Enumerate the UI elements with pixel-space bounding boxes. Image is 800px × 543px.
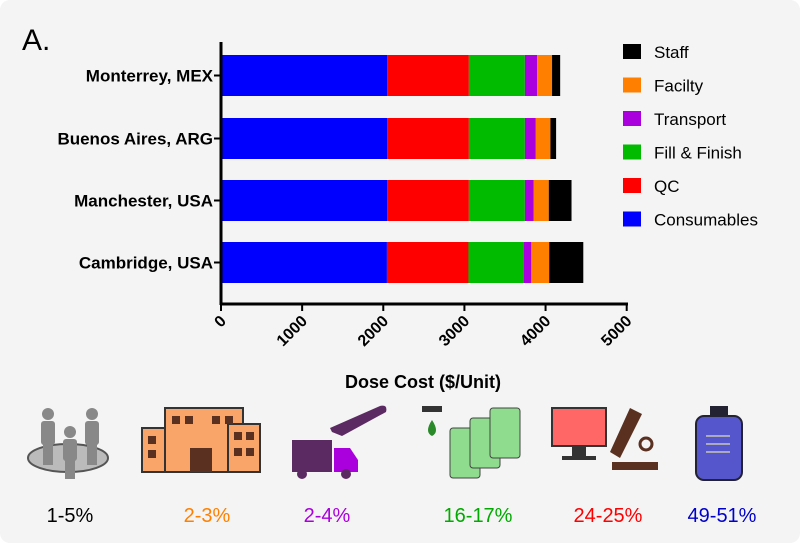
facility-building-icon <box>141 407 261 473</box>
x-axis-label: Dose Cost ($/Unit) <box>345 372 501 392</box>
category-label: Manchester, USA <box>74 192 213 211</box>
bar-segment-consumables <box>221 118 388 159</box>
consumables-share: 49-51% <box>687 505 757 527</box>
bar-segment-facilty <box>531 242 550 283</box>
staff-people-icon <box>27 408 109 479</box>
legend-swatch <box>623 178 641 193</box>
stacked-bar-chart: A. Monterrey, MEX Buenos Aires, ARG Manche… <box>22 24 758 392</box>
panel-label: A. <box>22 24 50 57</box>
bar-segment-qc <box>387 55 469 96</box>
x-tick-label: 3000 <box>436 313 473 350</box>
facility-share: 2-3% <box>183 505 231 527</box>
transport-share: 2-4% <box>303 505 351 527</box>
legend-label: Transport <box>654 110 726 129</box>
bar-segment-facilty <box>537 55 553 96</box>
bar-segment-fill-finish <box>468 242 524 283</box>
qc-computer-microscope-icon <box>551 407 658 470</box>
bar-segment-consumables <box>221 180 388 221</box>
bar-segment-transport <box>524 180 534 221</box>
legend-label: Facilty <box>654 77 704 96</box>
category-label: Cambridge, USA <box>79 254 213 273</box>
x-tick-label: 1000 <box>274 313 311 350</box>
bar-segment-staff <box>550 118 557 159</box>
fill-finish-share: 16-17% <box>443 505 513 527</box>
bar-segment-fill-finish <box>468 180 525 221</box>
legend-swatch <box>623 77 641 93</box>
staff-share: 1-5% <box>46 505 94 527</box>
legend-swatch <box>623 144 641 160</box>
bar-segment-staff <box>549 242 584 283</box>
bar-segment-transport <box>524 55 538 96</box>
cost-icons-row <box>27 405 743 481</box>
x-tick-label: 5000 <box>598 313 635 350</box>
bar-segment-fill-finish <box>468 118 525 159</box>
legend-label: Staff <box>654 43 689 62</box>
fill-finish-vials-icon <box>422 406 521 479</box>
x-tick-label: 2000 <box>355 313 392 350</box>
legend-swatch <box>623 111 641 126</box>
bar-segment-transport <box>524 118 536 159</box>
bar-segment-facilty <box>533 180 549 221</box>
bar-segment-qc <box>387 118 469 159</box>
legend-swatch <box>623 211 641 227</box>
category-label: Buenos Aires, ARG <box>57 130 213 149</box>
bar-segment-transport <box>523 242 532 283</box>
bar-segment-facilty <box>535 118 551 159</box>
x-tick-label: 0 <box>212 313 230 331</box>
bar-segment-qc <box>387 180 469 221</box>
x-tick-label: 4000 <box>517 313 554 350</box>
bar-segment-staff <box>548 180 572 221</box>
legend-label: Fill & Finish <box>654 144 742 163</box>
qc-share: 24-25% <box>573 505 643 527</box>
consumables-bottle-icon <box>695 406 743 481</box>
bar-segment-fill-finish <box>468 55 525 96</box>
bar-segment-consumables <box>221 55 388 96</box>
legend-label: Consumables <box>654 211 758 230</box>
category-label: Monterrey, MEX <box>86 67 214 86</box>
legend-swatch <box>623 44 641 59</box>
transport-truck-plane-icon <box>292 405 387 479</box>
bar-segment-consumables <box>221 242 387 283</box>
bar-segment-qc <box>386 242 469 283</box>
bar-segment-staff <box>552 55 561 96</box>
legend-label: QC <box>654 177 680 196</box>
